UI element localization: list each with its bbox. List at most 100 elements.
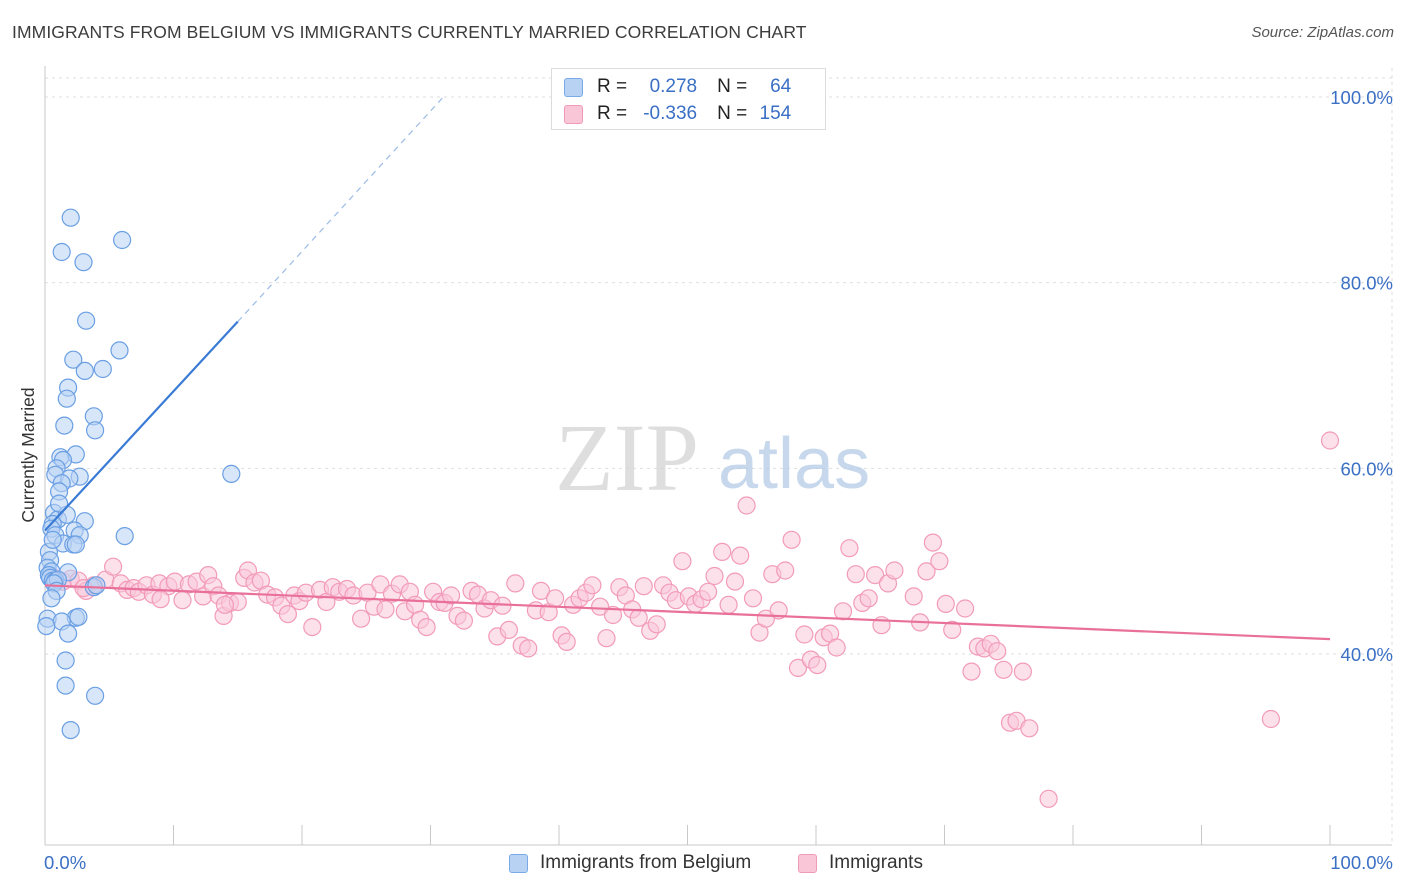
point-immigrants <box>376 600 395 619</box>
point-immigrants <box>923 533 943 552</box>
point-immigrants <box>885 561 904 580</box>
legend-swatch-immigrants <box>798 853 817 873</box>
point-immigrants <box>1261 709 1281 729</box>
point-immigrants <box>962 662 981 681</box>
point-immigrants <box>994 660 1013 679</box>
trend-line-belgium-extension <box>237 96 444 323</box>
point-immigrants <box>955 599 975 618</box>
point-belgium <box>58 624 78 643</box>
point-belgium <box>115 526 134 546</box>
point-immigrants <box>1020 719 1039 738</box>
point-immigrants <box>795 625 814 644</box>
tick-labels: 40.0% 60.0% 80.0% 100.0% 0.0% 100.0% <box>44 87 1393 873</box>
point-belgium <box>76 311 96 330</box>
stats-row-belgium: R = 0.278 N = 64 <box>564 74 791 100</box>
stats-row-immigrants: R = -0.336 N = 154 <box>564 101 791 127</box>
stats-r-value: 0.278 <box>649 76 698 97</box>
point-immigrants <box>417 617 436 637</box>
point-immigrants <box>904 587 923 606</box>
legend-item-immigrants[interactable]: Immigrants <box>798 852 923 874</box>
point-belgium <box>56 676 75 695</box>
point-immigrants <box>1320 431 1340 450</box>
point-belgium <box>42 589 61 608</box>
point-immigrants <box>151 590 170 609</box>
stats-swatch-immigrants <box>564 104 583 124</box>
point-immigrants <box>743 589 763 608</box>
point-immigrants <box>917 562 936 581</box>
y-tick-label: 100.0% <box>1330 87 1393 108</box>
point-belgium <box>69 607 88 627</box>
point-belgium <box>57 389 76 408</box>
point-belgium <box>75 361 94 380</box>
point-immigrants <box>519 639 538 658</box>
legend-label-belgium: Immigrants from Belgium <box>540 852 752 873</box>
point-belgium <box>93 359 112 379</box>
point-immigrants <box>1013 662 1033 681</box>
point-belgium <box>43 530 62 549</box>
point-immigrants <box>531 581 551 601</box>
point-immigrants <box>173 591 192 610</box>
point-belgium <box>61 720 80 740</box>
point-immigrants <box>725 572 745 591</box>
stats-n-label: N = <box>717 103 748 124</box>
watermark: ZIP atlas <box>555 404 870 511</box>
y-axis-label: Currently Married <box>18 387 38 522</box>
legend-item-belgium[interactable]: Immigrants from Belgium <box>509 852 751 874</box>
bottom-legend: Immigrants from Belgium Immigrants <box>0 852 1406 878</box>
point-belgium <box>52 242 71 262</box>
x-tick-label-max: 100.0% <box>1330 852 1393 873</box>
stats-r-value: -0.336 <box>643 103 698 124</box>
stats-n-label: N = <box>717 76 748 97</box>
point-belgium <box>56 651 75 670</box>
legend-swatch-belgium <box>509 853 528 873</box>
scatter-points <box>37 208 1340 808</box>
point-immigrants <box>943 620 962 640</box>
point-immigrants <box>737 496 756 515</box>
point-belgium <box>222 464 241 483</box>
point-immigrants <box>103 557 123 576</box>
trend-line-immigrants <box>44 584 1331 641</box>
point-immigrants <box>647 615 666 634</box>
point-belgium <box>37 616 56 636</box>
point-belgium <box>74 253 93 272</box>
point-immigrants <box>545 589 565 608</box>
point-immigrants <box>215 595 234 614</box>
point-immigrants <box>597 629 616 648</box>
point-belgium <box>61 208 80 227</box>
point-immigrants <box>731 546 750 565</box>
trend-lines <box>44 96 1331 641</box>
point-immigrants <box>769 601 788 620</box>
point-immigrants <box>698 582 718 601</box>
point-belgium <box>87 576 106 595</box>
point-immigrants <box>442 586 461 605</box>
point-immigrants <box>673 552 692 571</box>
point-belgium <box>85 421 105 440</box>
point-immigrants <box>634 577 653 596</box>
point-immigrants <box>499 620 518 640</box>
axes <box>44 66 1392 846</box>
stats-r-label: R = <box>597 103 628 124</box>
x-tick-label-min: 0.0% <box>44 852 86 873</box>
point-immigrants <box>782 530 801 549</box>
point-immigrants <box>776 561 795 580</box>
watermark-zip: ZIP <box>555 404 699 511</box>
stats-legend: R = 0.278 N = 64 R = -0.336 N = 154 <box>551 68 826 130</box>
point-immigrants <box>583 576 602 595</box>
point-immigrants <box>788 658 808 678</box>
stats-n-value: 64 <box>770 76 792 97</box>
point-belgium <box>112 230 132 250</box>
stats-swatch-belgium <box>564 77 583 97</box>
point-immigrants <box>557 632 576 652</box>
point-immigrants <box>808 655 827 675</box>
chart-title: IMMIGRANTS FROM BELGIUM VS IMMIGRANTS CU… <box>12 22 807 42</box>
point-immigrants <box>713 542 732 562</box>
trend-line-belgium <box>44 320 239 532</box>
legend-label-immigrants: Immigrants <box>829 852 923 873</box>
y-tick-label: 60.0% <box>1341 458 1393 479</box>
point-immigrants <box>603 605 623 625</box>
point-immigrants <box>846 565 865 584</box>
chart-source: Source: ZipAtlas.com <box>1251 24 1394 41</box>
point-immigrants <box>303 617 322 637</box>
point-immigrants <box>840 539 859 558</box>
